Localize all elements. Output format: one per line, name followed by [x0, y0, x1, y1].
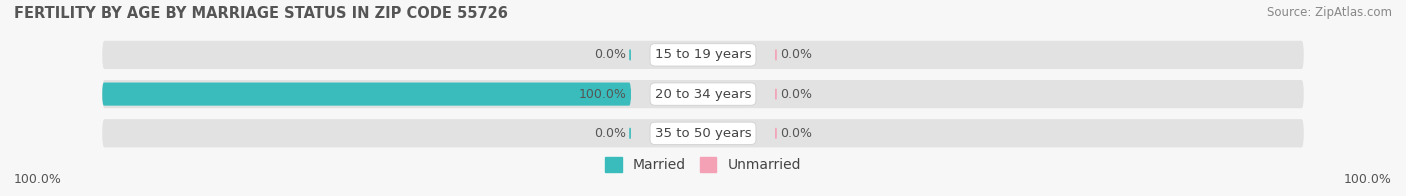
Text: 0.0%: 0.0% [595, 48, 626, 61]
Text: 0.0%: 0.0% [780, 88, 811, 101]
FancyBboxPatch shape [775, 128, 776, 139]
Text: 0.0%: 0.0% [780, 48, 811, 61]
Text: 100.0%: 100.0% [578, 88, 626, 101]
Text: 100.0%: 100.0% [14, 173, 62, 186]
FancyBboxPatch shape [103, 80, 1303, 108]
FancyBboxPatch shape [103, 41, 1303, 69]
Text: 0.0%: 0.0% [780, 127, 811, 140]
FancyBboxPatch shape [103, 119, 1303, 147]
FancyBboxPatch shape [630, 128, 631, 139]
Text: 20 to 34 years: 20 to 34 years [655, 88, 751, 101]
Text: 0.0%: 0.0% [595, 127, 626, 140]
Text: Source: ZipAtlas.com: Source: ZipAtlas.com [1267, 6, 1392, 19]
FancyBboxPatch shape [775, 49, 776, 60]
Text: FERTILITY BY AGE BY MARRIAGE STATUS IN ZIP CODE 55726: FERTILITY BY AGE BY MARRIAGE STATUS IN Z… [14, 6, 508, 21]
FancyBboxPatch shape [630, 49, 631, 60]
Legend: Married, Unmarried: Married, Unmarried [599, 152, 807, 178]
FancyBboxPatch shape [103, 83, 631, 106]
Text: 15 to 19 years: 15 to 19 years [655, 48, 751, 61]
FancyBboxPatch shape [775, 89, 776, 100]
FancyBboxPatch shape [630, 89, 631, 100]
Text: 100.0%: 100.0% [1344, 173, 1392, 186]
Text: 35 to 50 years: 35 to 50 years [655, 127, 751, 140]
